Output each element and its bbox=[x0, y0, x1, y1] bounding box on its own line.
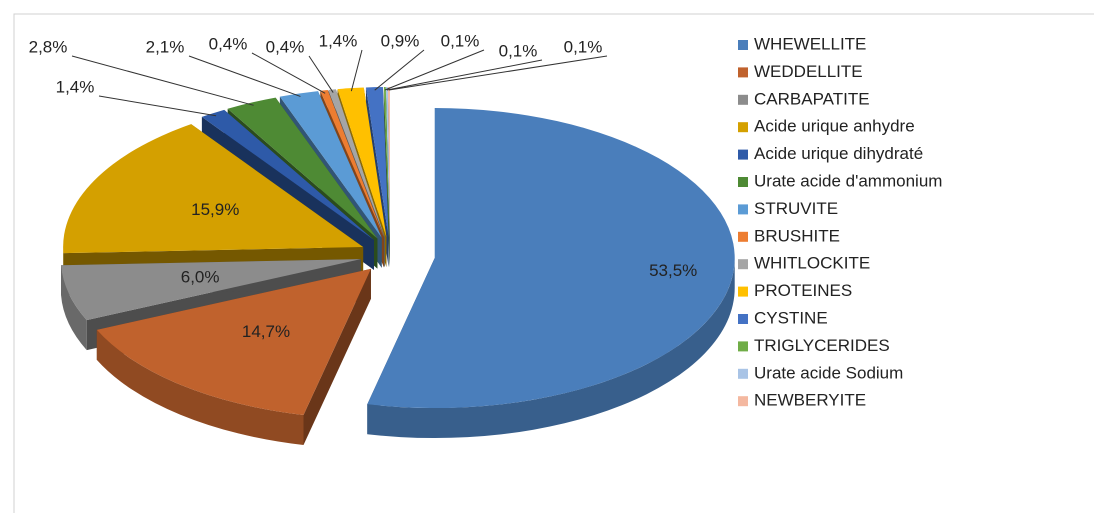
data-label: 0,4% bbox=[266, 37, 305, 56]
legend-label: CARBAPATITE bbox=[754, 89, 870, 108]
legend-swatch bbox=[738, 149, 748, 160]
slice bbox=[227, 97, 378, 239]
slice-side bbox=[367, 258, 735, 439]
legend-swatch bbox=[738, 259, 748, 270]
slice-side bbox=[303, 268, 371, 446]
legend-swatch bbox=[738, 286, 748, 297]
legend-swatch bbox=[738, 67, 748, 78]
chart-frame bbox=[13, 13, 1094, 513]
slice bbox=[388, 87, 390, 238]
leader-line bbox=[388, 55, 608, 91]
slice bbox=[383, 87, 390, 238]
leader-line bbox=[188, 55, 301, 97]
legend-label: Acide urique anhydre bbox=[754, 117, 915, 136]
slice-side bbox=[61, 265, 87, 351]
legend-label: Urate acide d'ammonium bbox=[754, 171, 942, 190]
legend-label: CYSTINE bbox=[754, 308, 828, 327]
leader-line bbox=[386, 59, 543, 91]
slice bbox=[365, 87, 389, 238]
data-label: 0,1% bbox=[441, 31, 480, 50]
leader-line bbox=[71, 55, 254, 106]
slice-side bbox=[383, 87, 390, 268]
slice bbox=[385, 87, 390, 238]
legend-swatch bbox=[738, 40, 748, 50]
slice bbox=[320, 90, 384, 238]
legend-label: Urate acide Sodium bbox=[754, 363, 903, 382]
data-label: 14,7% bbox=[242, 322, 290, 341]
data-label: 6,0% bbox=[181, 267, 220, 286]
legend-swatch bbox=[738, 177, 748, 187]
legend-label: TRIGLYCERIDES bbox=[754, 336, 890, 355]
slice bbox=[383, 87, 390, 268]
legend-label: Acide urique dihydraté bbox=[754, 144, 923, 163]
data-label: 1,4% bbox=[319, 31, 358, 50]
legend-swatch bbox=[738, 94, 748, 105]
legend-swatch bbox=[738, 122, 748, 133]
legend-label: NEWBERYITE bbox=[754, 391, 866, 410]
legend-label: WEDDELLITE bbox=[754, 62, 863, 81]
data-label: 0,9% bbox=[381, 31, 420, 50]
legend-label: BRUSHITE bbox=[754, 226, 840, 245]
legend-swatch bbox=[738, 314, 748, 324]
slice bbox=[337, 87, 387, 238]
data-label: 53,5% bbox=[649, 261, 697, 280]
slice bbox=[61, 259, 361, 321]
data-label: 0,4% bbox=[209, 34, 248, 53]
legend-label: STRUVITE bbox=[754, 199, 838, 218]
slice bbox=[367, 108, 735, 409]
legend-label: WHEWELLITE bbox=[754, 34, 866, 53]
data-label: 15,9% bbox=[191, 200, 239, 219]
data-label: 2,1% bbox=[146, 37, 185, 56]
slice-side bbox=[96, 329, 304, 446]
data-label: 0,1% bbox=[564, 37, 603, 56]
legend-swatch bbox=[738, 396, 748, 407]
pie bbox=[61, 87, 735, 446]
legend-swatch bbox=[738, 341, 748, 352]
slice bbox=[279, 91, 382, 238]
slice bbox=[96, 268, 371, 416]
slice bbox=[328, 89, 385, 238]
slice bbox=[63, 124, 364, 254]
leader-line bbox=[98, 95, 217, 117]
data-label: 2,8% bbox=[29, 37, 68, 56]
slice bbox=[96, 268, 371, 446]
leader-line bbox=[308, 55, 334, 93]
leader-line bbox=[251, 52, 326, 94]
legend-label: PROTEINES bbox=[754, 281, 852, 300]
leader-line bbox=[350, 49, 363, 92]
leader-line bbox=[384, 49, 485, 91]
data-label: 0,1% bbox=[499, 41, 538, 60]
legend-swatch bbox=[738, 231, 748, 242]
legend-label: WHITLOCKITE bbox=[754, 254, 870, 273]
slice bbox=[201, 109, 374, 240]
legend-swatch bbox=[738, 368, 748, 379]
slice bbox=[367, 108, 735, 439]
leader-line bbox=[374, 49, 425, 91]
data-label: 1,4% bbox=[56, 77, 95, 96]
legend-swatch bbox=[738, 204, 748, 215]
